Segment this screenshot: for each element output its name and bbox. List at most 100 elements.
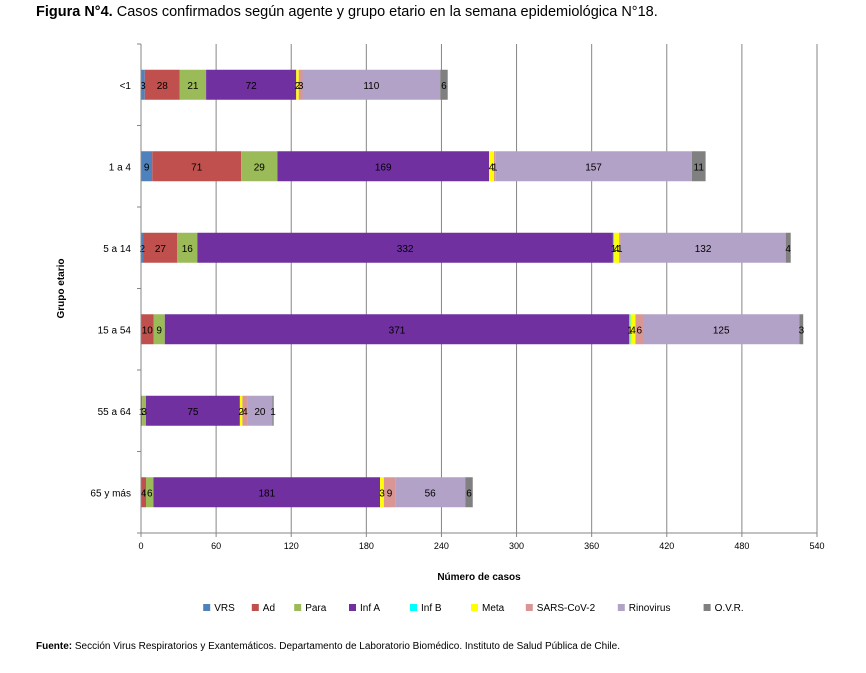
legend-label: SARS-CoV-2 — [537, 603, 596, 614]
data-label: 332 — [397, 244, 414, 255]
legend-swatch — [251, 604, 259, 611]
axes: 0 60 120 180 240 300 360 420 480 540<11 a 45 a 14… — [56, 43, 825, 583]
bar-segment — [691, 151, 706, 182]
x-tick-label: 540 — [809, 541, 824, 551]
data-label: 1 — [492, 162, 498, 173]
data-label: 4 — [141, 488, 147, 499]
bar-segment — [152, 151, 242, 182]
bar-segment — [141, 477, 147, 508]
bar-segment — [144, 69, 180, 100]
bar-segment — [642, 314, 800, 345]
bar-segment — [465, 477, 473, 508]
bar-segment — [395, 477, 466, 508]
x-tick-label: 300 — [509, 541, 524, 551]
bar-segment — [241, 151, 278, 182]
x-tick-label: 180 — [359, 541, 374, 551]
data-label: 3 — [140, 81, 146, 92]
data-label: 29 — [254, 162, 266, 173]
bar-segment — [141, 69, 145, 100]
x-tick-label: 360 — [584, 541, 599, 551]
data-label: 9 — [144, 162, 150, 173]
legend-label: Inf B — [421, 603, 442, 614]
bar-segment — [146, 395, 240, 426]
data-label: 125 — [713, 325, 730, 336]
bar-segment — [247, 395, 273, 426]
y-tick-label: 15 a 54 — [98, 325, 132, 336]
legend-swatch — [294, 604, 302, 611]
data-label: 3 — [799, 325, 805, 336]
bar-segment — [440, 69, 448, 100]
bar-segment — [612, 232, 615, 263]
bar-segment — [272, 395, 274, 426]
source-lead: Fuente: — [36, 641, 73, 652]
bar-segment — [141, 314, 154, 345]
data-label: 181 — [258, 488, 275, 499]
data-label: 110 — [363, 81, 379, 92]
data-label: 371 — [389, 325, 406, 336]
data-label: 1 — [611, 244, 617, 255]
data-label: 4 — [785, 244, 791, 255]
bar-segment — [383, 477, 396, 508]
bar-segment — [296, 69, 299, 100]
data-label: 3 — [379, 488, 385, 499]
y-tick-label: 65 y más — [90, 488, 131, 499]
data-label: 1 — [627, 325, 633, 336]
bar-segment — [177, 232, 198, 263]
legend-swatch — [617, 604, 625, 611]
data-label: 71 — [191, 162, 203, 173]
bar-segment — [298, 69, 303, 100]
bar-segment — [164, 314, 630, 345]
gridlines — [215, 44, 818, 533]
bar-segment — [239, 395, 243, 426]
legend-swatch — [349, 604, 356, 611]
y-tick-label: <1 — [120, 81, 132, 92]
data-label: 132 — [695, 244, 712, 255]
data-label: 16 — [182, 244, 194, 255]
data-label: 20 — [254, 407, 266, 418]
legend-swatch — [471, 604, 478, 611]
data-label: 4 — [630, 325, 636, 336]
bar-segment — [380, 477, 384, 508]
data-label: 169 — [375, 162, 392, 173]
figure-title-text: Casos confirmados según agente y grupo e… — [116, 4, 658, 20]
bar-segment — [206, 69, 297, 100]
data-label: 75 — [187, 407, 199, 418]
bar-segment — [629, 314, 631, 345]
data-label: 6 — [147, 488, 153, 499]
y-tick-label: 1 a 4 — [109, 162, 132, 173]
data-label: 9 — [387, 488, 393, 499]
data-label: 56 — [425, 488, 437, 499]
data-label: 2 — [139, 244, 145, 255]
y-tick-label: 5 a 14 — [103, 244, 131, 255]
data-label: 6 — [636, 325, 642, 336]
bar-segment — [141, 151, 153, 182]
legend-label: Ad — [263, 603, 275, 614]
bar-segment — [302, 69, 441, 100]
bar-segment — [153, 314, 165, 345]
bar-segment — [785, 232, 791, 263]
data-label: 2 — [238, 407, 244, 418]
bar-segment — [619, 232, 621, 263]
bar-segment — [495, 151, 692, 182]
data-label: 6 — [466, 488, 472, 499]
x-tick-label: 0 — [138, 541, 143, 551]
legend-label: Inf A — [360, 603, 380, 614]
data-label: 6 — [441, 81, 447, 92]
bar-segment — [635, 314, 643, 345]
bar-segment — [614, 232, 620, 263]
data-label: 3 — [298, 81, 304, 92]
legend: VRS Ad Para Inf A Inf B Meta SARS-CoV-2 Rinovir… — [203, 603, 744, 614]
bar-segment — [179, 69, 207, 100]
x-tick-label: 60 — [211, 541, 221, 551]
bar-segment — [143, 232, 178, 263]
x-tick-label: 480 — [734, 541, 749, 551]
bar-segment — [799, 314, 804, 345]
data-label: 4 — [242, 407, 248, 418]
bar-segment — [141, 395, 143, 426]
data-label: 1 — [270, 407, 276, 418]
bar-segment — [146, 477, 154, 508]
data-label: 4 — [614, 244, 620, 255]
legend-label: O.V.R. — [715, 603, 744, 614]
x-axis-title: Número de casos — [437, 572, 521, 583]
